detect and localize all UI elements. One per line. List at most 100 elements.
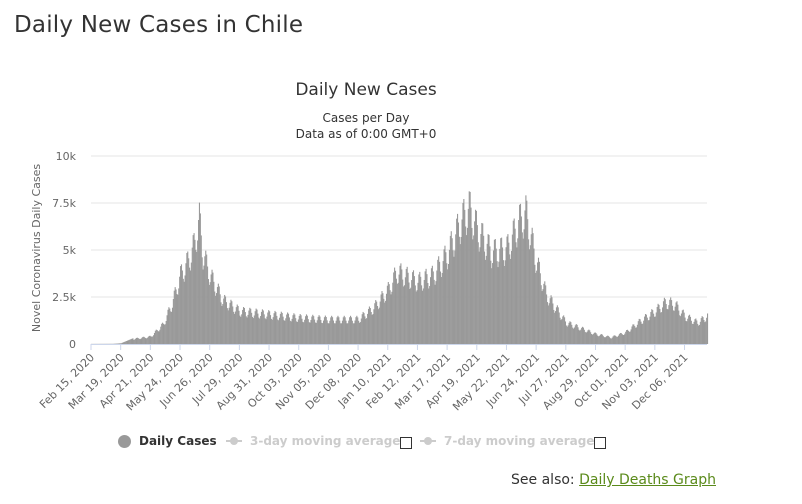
daily-cases-bar	[561, 319, 563, 344]
daily-cases-bar	[481, 222, 483, 344]
legend-item-3-day-average[interactable]: 3-day moving average	[226, 430, 400, 452]
daily-cases-bar	[649, 316, 651, 344]
daily-cases-bar	[198, 202, 201, 344]
daily-cases-bar	[510, 250, 513, 344]
checkbox-3-day-average[interactable]	[400, 437, 412, 449]
daily-cases-bar	[329, 320, 331, 344]
daily-cases-bar	[292, 315, 294, 344]
daily-cases-bar	[318, 315, 320, 344]
daily-cases-bar	[433, 279, 435, 344]
daily-cases-bar	[264, 318, 266, 344]
daily-cases-bar	[471, 227, 473, 344]
daily-cases-bar	[330, 317, 332, 344]
daily-cases-bar	[317, 316, 319, 344]
daily-cases-bar	[380, 294, 382, 344]
daily-cases-bar	[618, 334, 620, 344]
daily-cases-bar	[694, 319, 696, 344]
daily-cases-bar	[325, 316, 327, 344]
daily-cases-bar	[489, 246, 491, 344]
daily-cases-bar	[291, 318, 293, 344]
daily-cases-bar	[526, 200, 528, 344]
daily-cases-bar	[144, 337, 146, 344]
daily-cases-bar	[138, 338, 140, 344]
daily-cases-bar	[332, 320, 334, 344]
daily-cases-bar	[564, 317, 566, 344]
legend-item-7-day-average[interactable]: 7-day moving average	[420, 430, 594, 452]
daily-cases-bar	[163, 324, 165, 344]
daily-cases-bar	[531, 227, 533, 344]
daily-cases-bar	[424, 271, 426, 344]
daily-cases-bar	[458, 236, 460, 344]
legend-item-daily-cases[interactable]: Daily Cases	[118, 430, 217, 452]
daily-cases-bar	[212, 272, 214, 344]
daily-cases-bar	[635, 327, 638, 344]
daily-cases-bar	[418, 274, 420, 344]
daily-cases-bar	[191, 247, 193, 344]
daily-cases-bar	[506, 236, 508, 344]
daily-cases-bar	[166, 315, 168, 344]
see-also-label: See also:	[511, 472, 575, 488]
daily-cases-bar	[537, 257, 540, 344]
daily-cases-bar	[495, 248, 497, 344]
daily-cases-bar	[619, 332, 621, 344]
daily-cases-bar	[133, 339, 135, 344]
daily-cases-bar	[508, 242, 510, 344]
daily-cases-bar	[660, 312, 662, 344]
daily-cases-bar	[515, 242, 517, 344]
daily-cases-bar	[379, 301, 381, 344]
daily-cases-bar	[685, 320, 687, 344]
daily-deaths-graph-link[interactable]: Daily Deaths Graph	[579, 472, 716, 488]
daily-cases-bar	[419, 271, 421, 344]
daily-cases-bar	[216, 293, 218, 344]
daily-cases-bar	[467, 208, 469, 344]
daily-cases-bar	[235, 307, 237, 344]
daily-cases-bar	[575, 324, 577, 344]
daily-cases-bar	[448, 263, 450, 344]
daily-cases-bar	[421, 290, 424, 344]
daily-cases-bar	[404, 277, 406, 344]
daily-cases-bar	[260, 311, 263, 344]
daily-cases-bar	[590, 332, 592, 344]
daily-cases-bar	[135, 337, 138, 344]
daily-cases-bar	[118, 343, 120, 344]
daily-cases-bar	[659, 308, 661, 344]
daily-cases-bar	[629, 331, 631, 344]
daily-cases-bar	[275, 312, 277, 344]
daily-cases-bar	[406, 266, 408, 344]
daily-cases-bar	[592, 334, 594, 344]
daily-cases-bar	[158, 331, 160, 344]
daily-cases-bar	[532, 233, 534, 344]
daily-cases-bar	[441, 272, 443, 344]
daily-cases-bar	[398, 274, 400, 344]
daily-cases-bar	[336, 317, 338, 344]
daily-cases-bar	[271, 319, 273, 344]
daily-cases-bar	[701, 316, 703, 344]
daily-cases-bar	[704, 322, 706, 344]
daily-cases-bar	[542, 289, 544, 344]
daily-cases-bar	[402, 279, 404, 344]
daily-cases-bar	[376, 306, 379, 344]
daily-cases-bar	[236, 304, 238, 344]
daily-cases-bar	[653, 316, 656, 344]
daily-cases-bar	[628, 331, 630, 344]
daily-cases-bar	[148, 335, 150, 344]
daily-cases-bar	[538, 261, 540, 344]
daily-cases-bar	[461, 219, 463, 344]
daily-cases-bar	[201, 257, 203, 344]
daily-cases-bar	[645, 314, 647, 344]
daily-cases-bar	[498, 261, 500, 344]
checkbox-7-day-average[interactable]	[594, 437, 606, 449]
daily-cases-bar	[162, 322, 164, 344]
daily-cases-bar	[566, 326, 568, 344]
daily-cases-bar	[644, 316, 646, 344]
daily-cases-bar	[635, 327, 637, 344]
daily-cases-bar	[620, 333, 622, 344]
daily-cases-bar	[366, 318, 368, 344]
daily-cases-bar	[547, 305, 549, 344]
daily-cases-bar	[195, 249, 197, 344]
daily-cases-bar	[599, 334, 602, 344]
daily-cases-bar	[555, 311, 557, 344]
daily-cases-bar	[367, 313, 369, 344]
data-bars	[92, 191, 709, 344]
daily-cases-bar	[244, 312, 246, 344]
